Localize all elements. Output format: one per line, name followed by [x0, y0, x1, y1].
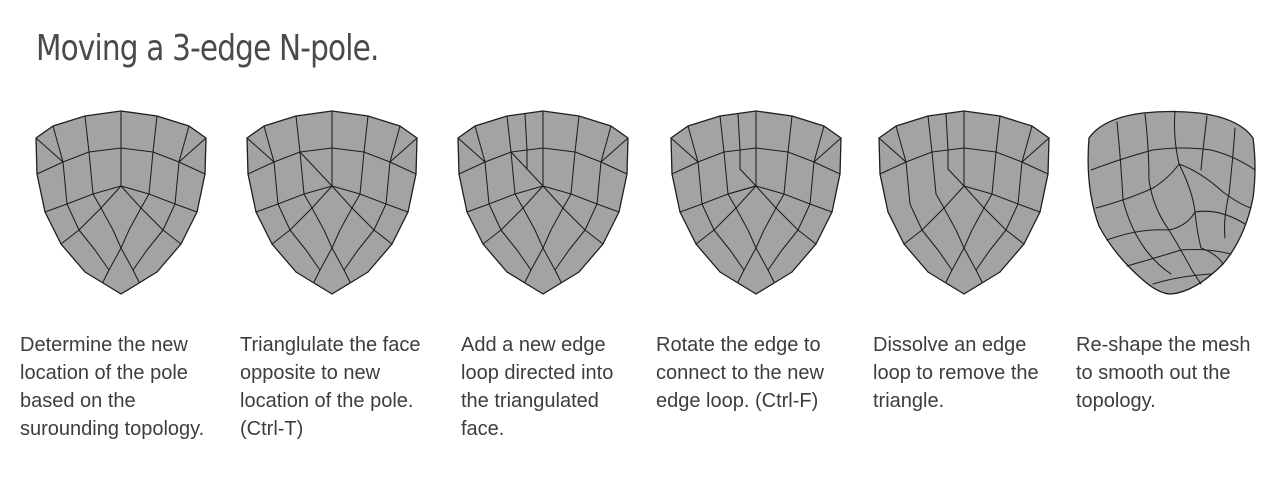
- page-title: Moving a 3-edge N-pole.: [36, 28, 379, 69]
- new-edge-loop: [737, 113, 741, 170]
- new-edge-loop: [524, 113, 528, 170]
- rotated-edge: [727, 168, 757, 195]
- caption-step-2: Trianglulate the face opposite to new lo…: [240, 334, 421, 440]
- new-edge-loop: [945, 113, 965, 187]
- mesh-edges: [1090, 110, 1256, 285]
- triangulation-edge: [299, 151, 333, 187]
- mesh-step-3: [457, 110, 629, 295]
- mesh-edges: [35, 110, 207, 283]
- mesh-edges: [457, 110, 629, 283]
- caption-step-5: Dissolve an edge loop to remove the tria…: [873, 334, 1039, 412]
- mesh-step-1: [35, 110, 207, 295]
- caption-step-4: Rotate the edge to connect to the new ed…: [656, 334, 824, 412]
- mesh-edges: [878, 110, 1050, 283]
- caption-step-6: Re-shape the mesh to smooth out the topo…: [1076, 334, 1251, 412]
- mesh-step-5: [878, 110, 1050, 295]
- mesh-edges: [670, 110, 842, 283]
- caption-step-3: Add a new edge loop directed into the tr…: [461, 334, 614, 440]
- caption-step-1: Determine the new location of the pole b…: [20, 334, 205, 440]
- mesh-edges: [246, 110, 418, 283]
- mesh-step-4: [670, 110, 842, 295]
- mesh-step-6: [1087, 110, 1256, 295]
- mesh-step-2: [246, 110, 418, 295]
